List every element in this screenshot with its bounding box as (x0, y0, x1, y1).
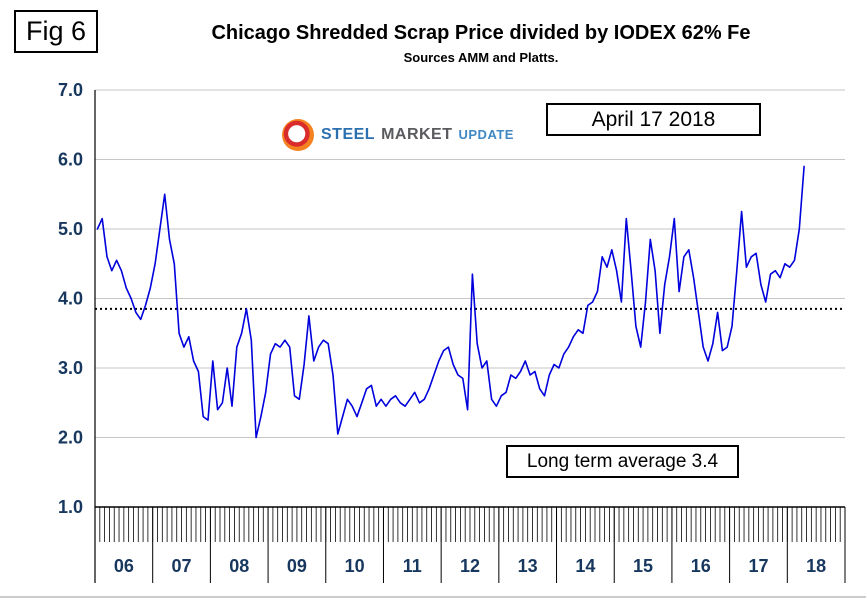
chart-title: Chicago Shredded Scrap Price divided by … (211, 22, 751, 44)
x-axis-year-label: 10 (345, 556, 365, 576)
date-annotation-label: April 17 2018 (591, 107, 716, 131)
smu-logo-icon (282, 119, 314, 151)
y-axis-tick-label: 2.0 (58, 428, 83, 448)
x-axis-year-label: 14 (575, 556, 595, 576)
y-axis-tick-label: 7.0 (58, 80, 83, 100)
price-ratio-line (96, 165, 805, 439)
x-axis-year-label: 15 (633, 556, 653, 576)
y-axis-tick-label: 4.0 (58, 289, 83, 309)
x-axis-year-label: 08 (229, 556, 249, 576)
smu-logo-word-market: MARKET (381, 126, 453, 143)
x-axis-year-label: 18 (806, 556, 826, 576)
x-axis-year-label: 06 (114, 556, 134, 576)
date-annotation-box: April 17 2018 (546, 103, 761, 136)
y-axis-tick-label: 3.0 (58, 358, 83, 378)
figure-number-label: Fig 6 (25, 16, 87, 46)
x-axis-year-label: 07 (172, 556, 192, 576)
x-axis-year-label: 09 (287, 556, 307, 576)
smu-logo-word-update: UPDATE (458, 127, 514, 142)
figure-number-box: Fig 6 (14, 10, 98, 53)
x-axis-year-label: 11 (403, 556, 422, 576)
y-axis-tick-label: 1.0 (58, 497, 83, 517)
x-axis-year-label: 13 (518, 556, 538, 576)
x-axis-year-label: 17 (748, 556, 768, 576)
smu-logo-word-steel: STEEL (321, 126, 376, 143)
y-axis-tick-label: 6.0 (58, 150, 83, 170)
y-axis-tick-label: 5.0 (58, 219, 83, 239)
average-annotation-label: Long term average 3.4 (526, 450, 719, 472)
x-axis-year-label: 16 (691, 556, 711, 576)
smu-logo: STEEL MARKET UPDATE (282, 119, 514, 151)
average-annotation-box: Long term average 3.4 (506, 445, 739, 478)
chart-subtitle: Sources AMM and Platts. (403, 50, 559, 65)
x-axis-year-label: 12 (460, 556, 480, 576)
smu-logo-text: STEEL MARKET UPDATE (321, 126, 514, 144)
